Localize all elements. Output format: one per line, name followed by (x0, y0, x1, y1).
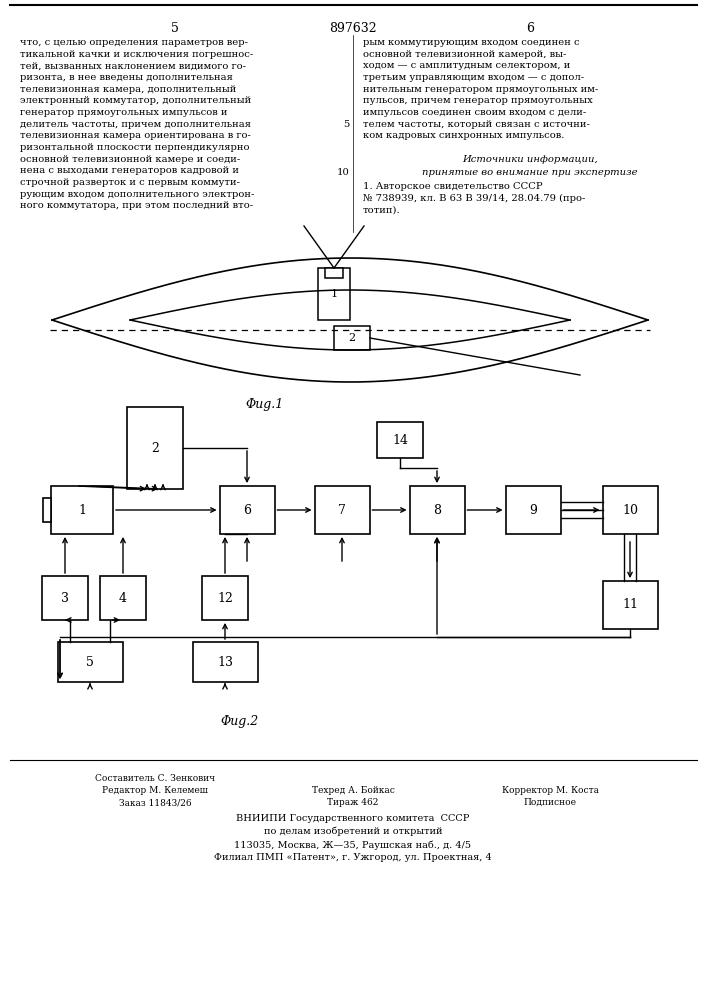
Bar (318, 268, 350, 320)
Text: 10: 10 (337, 168, 350, 177)
Bar (43, 498, 51, 522)
Text: Редактор М. Келемеш: Редактор М. Келемеш (102, 786, 208, 795)
Text: 7: 7 (338, 504, 346, 516)
Text: 897632: 897632 (329, 22, 377, 35)
Text: 11: 11 (622, 598, 638, 611)
Text: Техред А. Бойкас: Техред А. Бойкас (312, 786, 395, 795)
Text: Заказ 11843/26: Заказ 11843/26 (119, 798, 192, 807)
Text: 2: 2 (151, 442, 159, 454)
Text: 113035, Москва, Ж—35, Раушская наб., д. 4/5: 113035, Москва, Ж—35, Раушская наб., д. … (235, 840, 472, 850)
Text: 2: 2 (349, 333, 356, 343)
Text: Подписное: Подписное (523, 798, 576, 807)
Bar (219, 486, 274, 534)
Text: 5: 5 (344, 120, 350, 129)
Bar (192, 642, 257, 682)
Text: принятые во внимание при экспертизе: принятые во внимание при экспертизе (422, 168, 638, 177)
Text: 8: 8 (433, 504, 441, 516)
Bar (377, 422, 423, 458)
Text: 3: 3 (61, 591, 69, 604)
Bar (42, 576, 88, 620)
Text: Φug.2: Φug.2 (221, 715, 259, 728)
Text: Корректор М. Коста: Корректор М. Коста (501, 786, 599, 795)
Text: что, с целью определения параметров вер-
тикальной качки и исключения погрешнос-: что, с целью определения параметров вер-… (20, 38, 255, 210)
Text: Φug.1: Φug.1 (246, 398, 284, 411)
Bar (602, 581, 658, 629)
Bar (127, 407, 183, 489)
Text: 5: 5 (171, 22, 179, 35)
Text: 12: 12 (217, 591, 233, 604)
Text: 14: 14 (392, 434, 408, 446)
Bar (334, 326, 370, 350)
Text: Составитель С. Зенкович: Составитель С. Зенкович (95, 774, 215, 783)
Text: 1: 1 (330, 289, 337, 299)
Bar (315, 486, 370, 534)
Bar (325, 268, 343, 278)
Text: 4: 4 (119, 591, 127, 604)
Text: по делам изобретений и открытий: по делам изобретений и открытий (264, 827, 443, 836)
Bar (100, 576, 146, 620)
Text: Источники информации,: Источники информации, (462, 155, 598, 164)
Text: 6: 6 (526, 22, 534, 35)
Bar (57, 642, 122, 682)
Bar (202, 576, 248, 620)
Text: 10: 10 (622, 504, 638, 516)
Text: 6: 6 (243, 504, 251, 516)
Text: Тираж 462: Тираж 462 (327, 798, 379, 807)
Bar (506, 486, 561, 534)
Bar (409, 486, 464, 534)
Text: 13: 13 (217, 656, 233, 668)
Text: 9: 9 (529, 504, 537, 516)
Text: 1: 1 (78, 504, 86, 516)
Text: 1. Авторское свидетельство СССР
№ 738939, кл. В 63 В 39/14, 28.04.79 (про-
тотип: 1. Авторское свидетельство СССР № 738939… (363, 182, 585, 214)
Text: ВНИИПИ Государственного комитета  СССР: ВНИИПИ Государственного комитета СССР (236, 814, 469, 823)
Text: 5: 5 (86, 656, 94, 668)
Bar (602, 486, 658, 534)
Text: рым коммутирующим входом соединен с
основной телевизионной камерой, вы-
ходом — : рым коммутирующим входом соединен с осно… (363, 38, 598, 140)
Bar (51, 486, 113, 534)
Text: Филиал ПМП «Патент», г. Ужгород, ул. Проектная, 4: Филиал ПМП «Патент», г. Ужгород, ул. Про… (214, 853, 492, 862)
